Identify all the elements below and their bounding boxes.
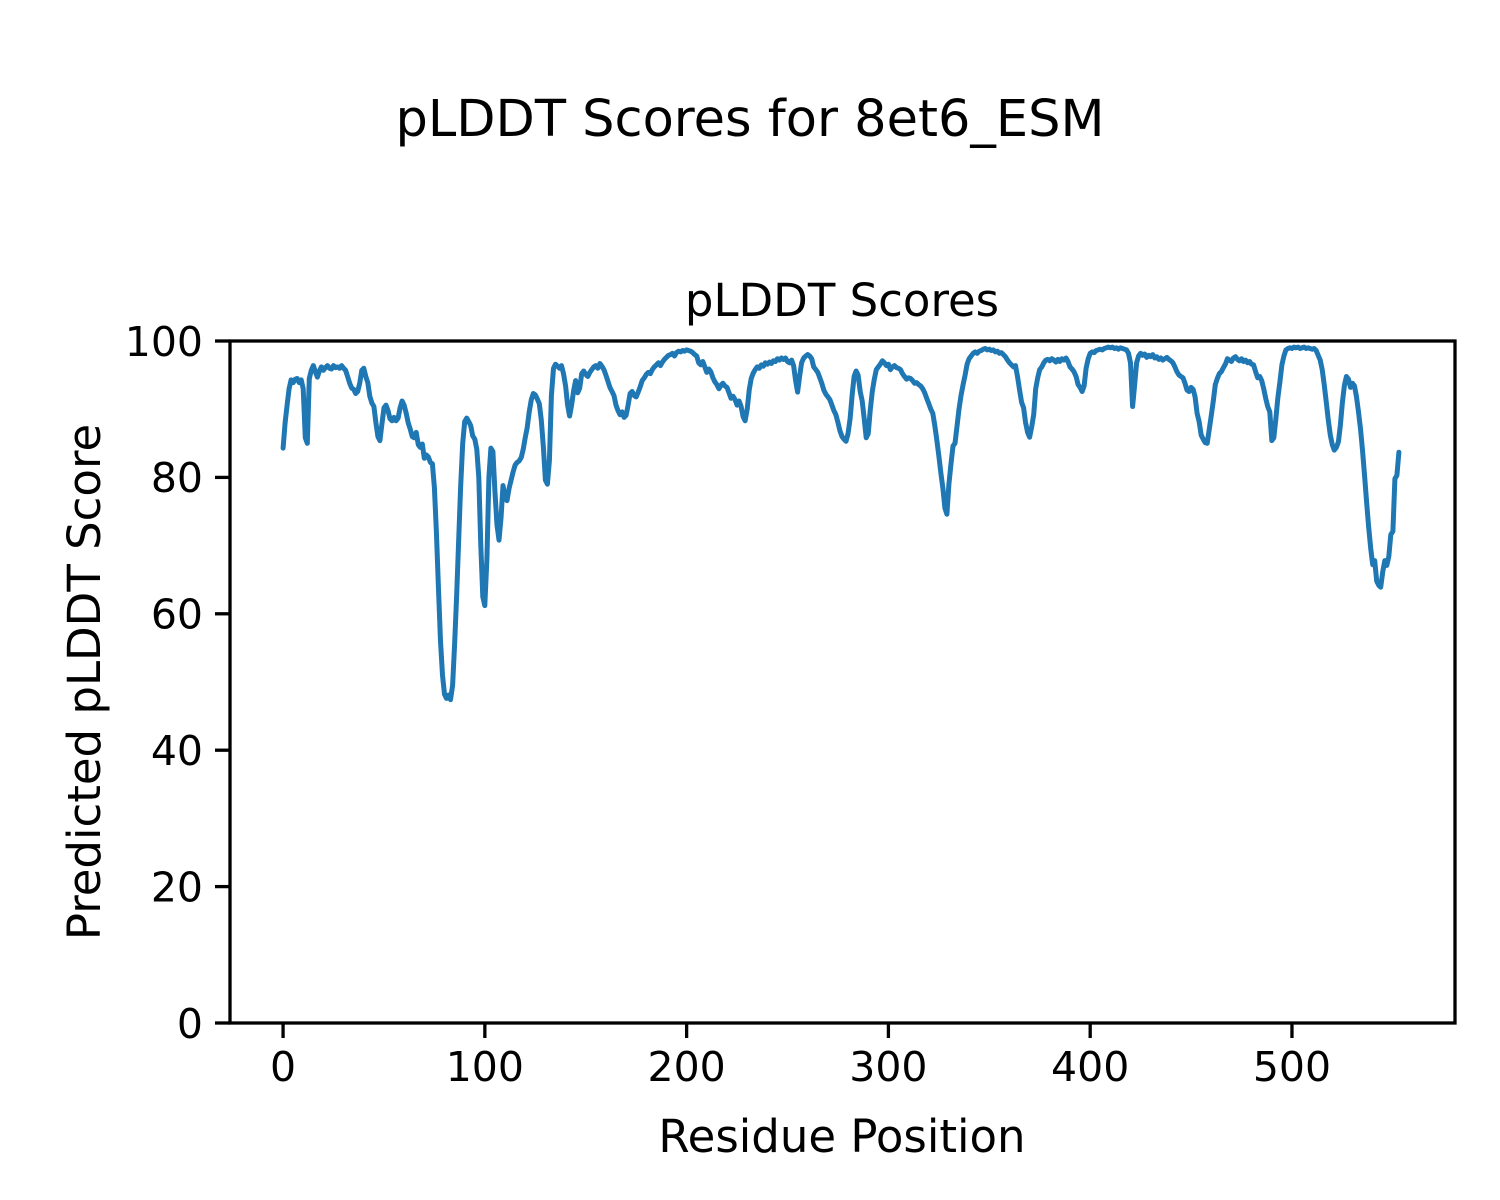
y-tick-label-4: 80: [151, 454, 203, 502]
y-tick-label-0: 0: [177, 1000, 203, 1048]
data-layer: [280, 344, 1402, 703]
axes-layer: 0 100 200 300 400 500 0 20 40 60 80 100: [125, 318, 1457, 1091]
y-tick-label-3: 60: [151, 591, 203, 639]
x-tick-label-3: 300: [849, 1043, 927, 1091]
figure-suptitle: pLDDT Scores for 8et6_ESM: [395, 90, 1104, 149]
x-tick-label-1: 100: [446, 1043, 524, 1091]
y-tick-label-2: 40: [151, 727, 203, 775]
axes-title: pLDDT Scores: [685, 274, 999, 327]
y-axis-label: Predicted pLDDT Score: [58, 424, 111, 940]
x-tick-label-0: 0: [270, 1043, 296, 1091]
x-axis-label: Residue Position: [658, 1110, 1025, 1163]
y-tick-label-1: 20: [151, 863, 203, 911]
y-tick-label-5: 100: [125, 318, 203, 366]
axes-frame: [228, 339, 1457, 1025]
x-tick-label-2: 200: [647, 1043, 725, 1091]
x-tick-label-5: 500: [1253, 1043, 1331, 1091]
plddt-line: [280, 344, 1402, 703]
x-tick-label-4: 400: [1051, 1043, 1129, 1091]
